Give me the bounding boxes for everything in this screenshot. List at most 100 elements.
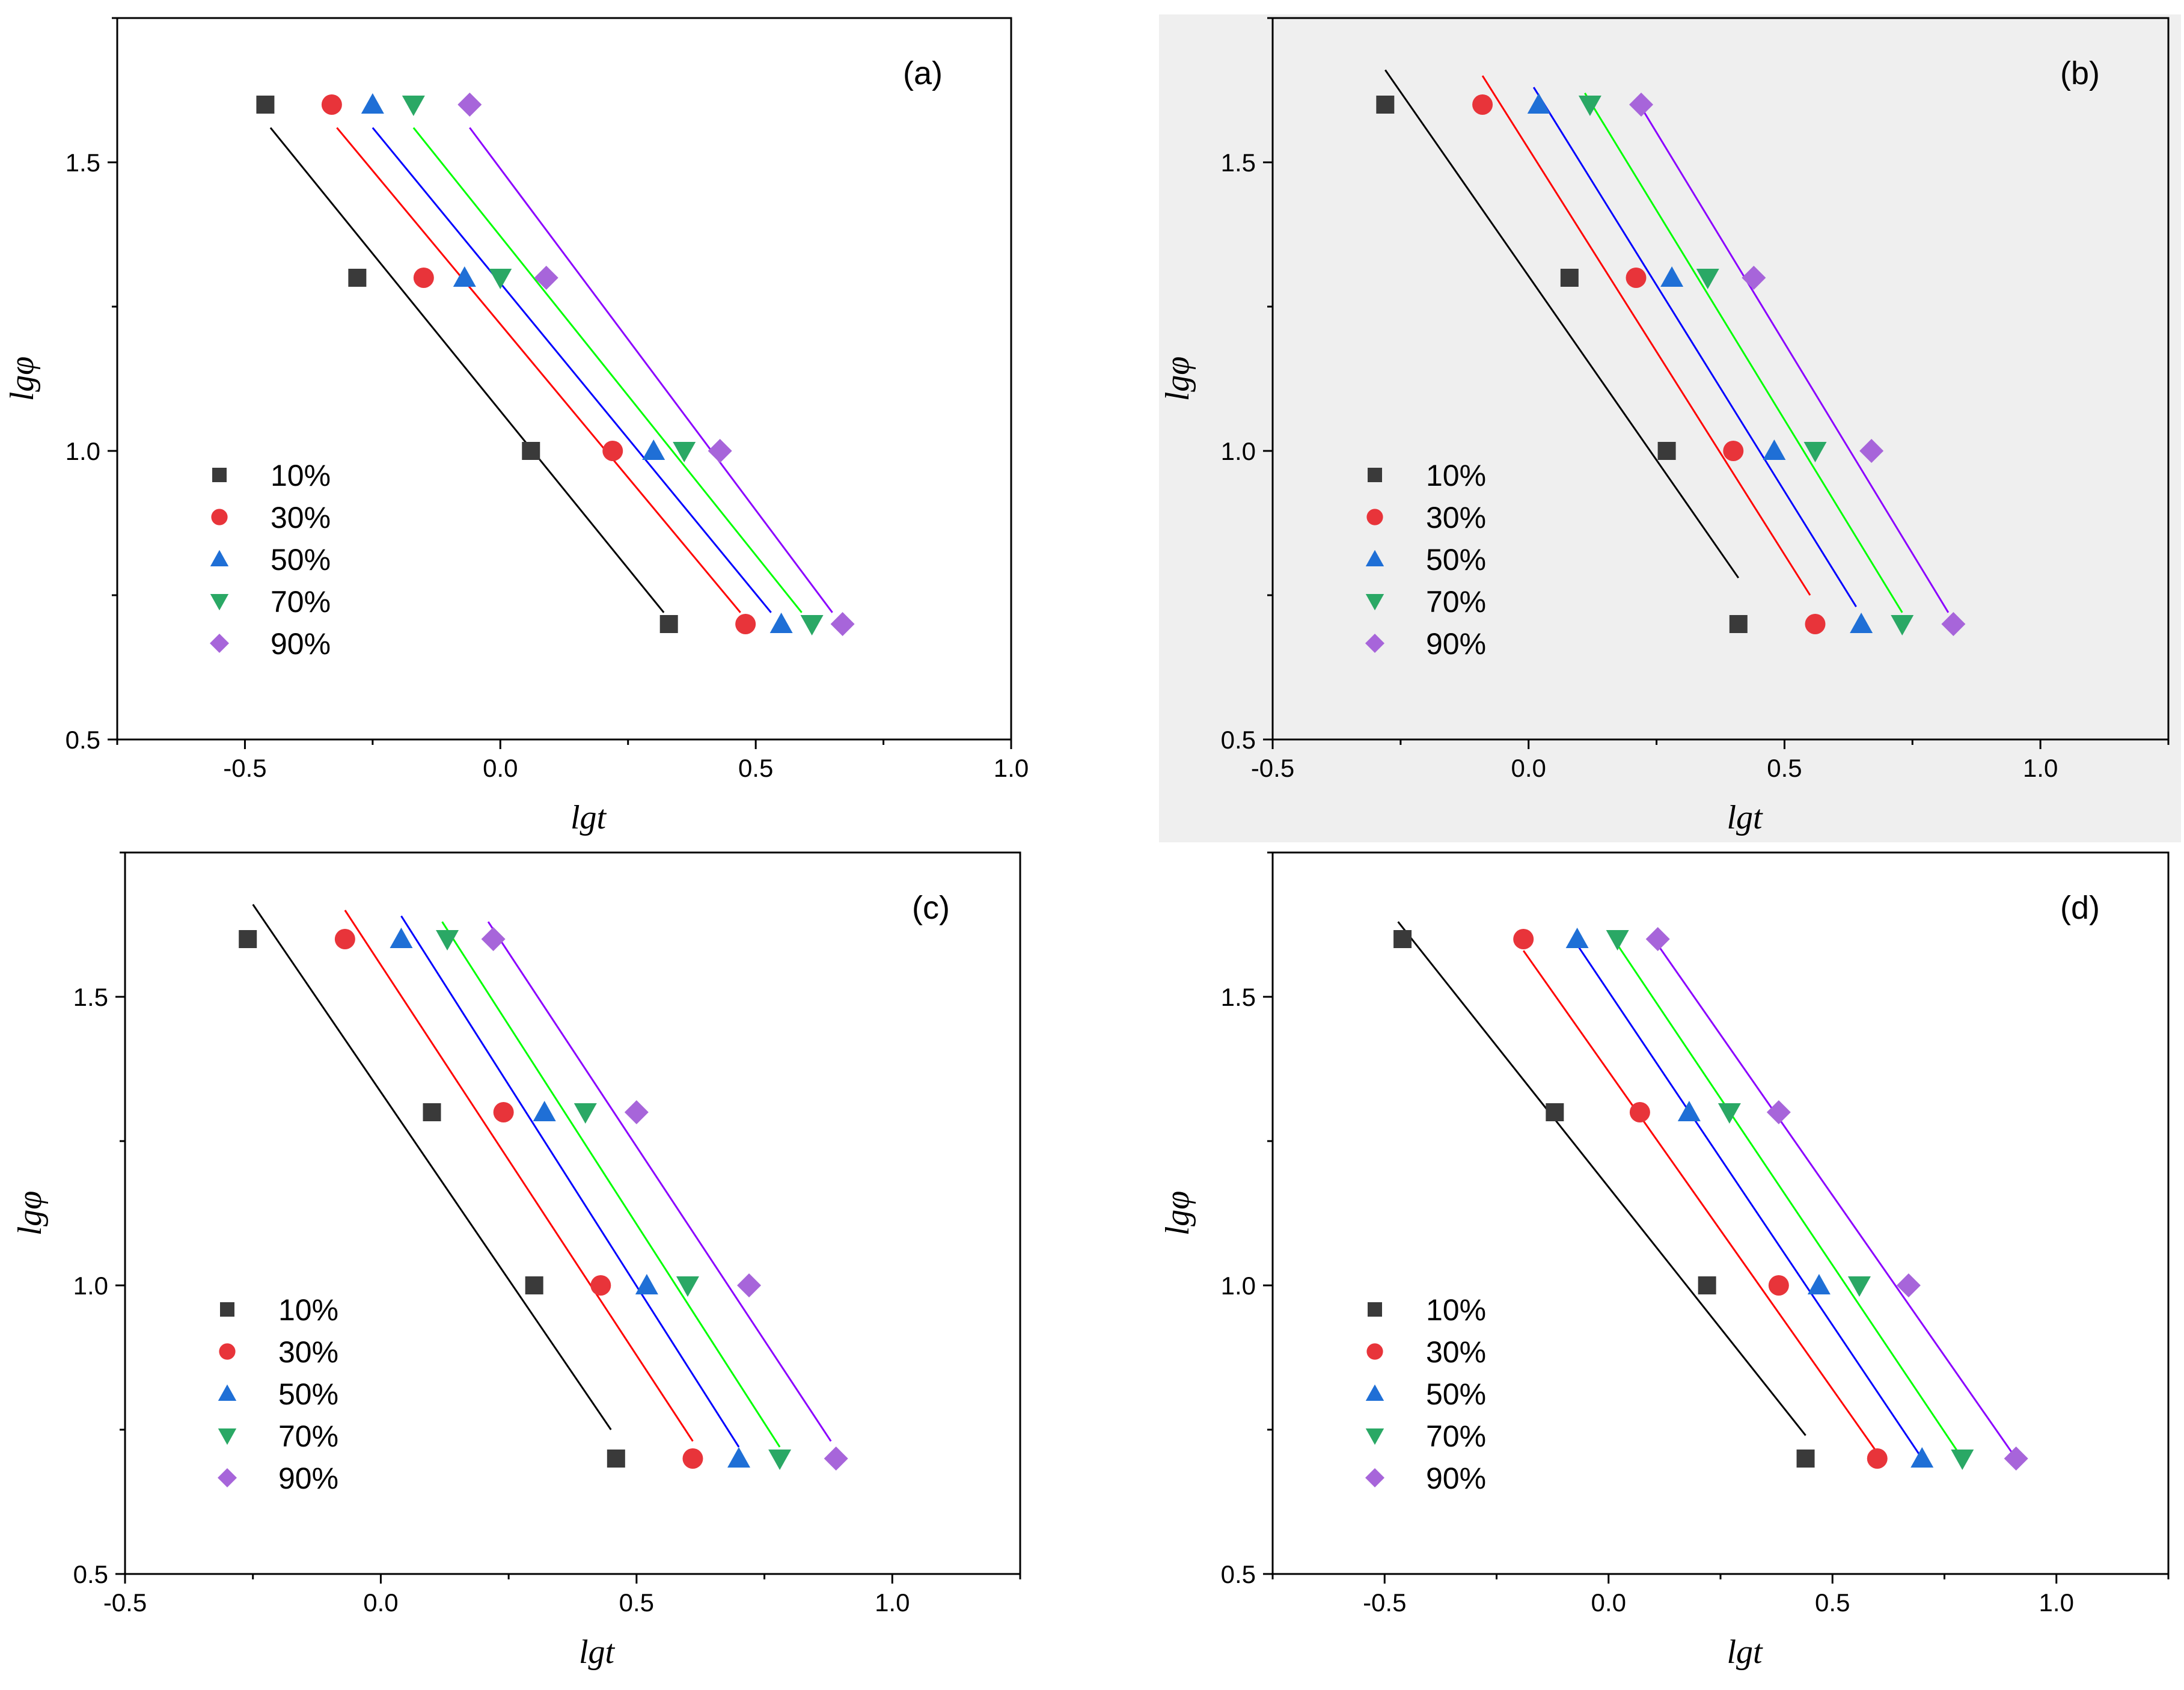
plot-frame xyxy=(116,17,1012,741)
point-30pct xyxy=(1472,94,1493,115)
point-90pct xyxy=(824,1447,848,1471)
legend-label: 50% xyxy=(278,1377,338,1411)
point-30pct xyxy=(1805,614,1826,634)
y-tick-label: 0.5 xyxy=(73,1560,108,1588)
fit-line-90pct xyxy=(1635,98,1950,613)
point-30pct xyxy=(1629,1102,1650,1122)
point-90pct xyxy=(457,93,482,117)
plot-frame xyxy=(1271,17,2170,741)
point-10pct xyxy=(423,1103,441,1121)
legend-marker xyxy=(211,509,228,525)
point-70pct xyxy=(1803,442,1827,462)
legend-label: 30% xyxy=(271,501,331,534)
y-tick-label: 1.0 xyxy=(1221,1272,1256,1300)
point-90pct xyxy=(534,266,558,290)
point-90pct xyxy=(481,927,506,951)
point-30pct xyxy=(334,929,355,949)
legend-label: 30% xyxy=(278,1335,338,1369)
point-90pct xyxy=(1742,266,1766,290)
point-10pct xyxy=(1560,269,1579,287)
legend-marker xyxy=(212,468,227,482)
fit-line-10pct xyxy=(269,127,665,613)
point-10pct xyxy=(607,1450,625,1468)
y-tick-label: 0.5 xyxy=(1221,726,1256,754)
legend-label: 70% xyxy=(271,585,331,619)
legend-label: 90% xyxy=(278,1462,338,1495)
point-30pct xyxy=(1626,268,1647,288)
legend-label: 10% xyxy=(271,459,331,492)
legend-marker xyxy=(218,1428,237,1445)
point-50pct xyxy=(642,439,665,460)
legend-marker xyxy=(219,1343,236,1360)
point-10pct xyxy=(1393,930,1412,948)
legend-label: 30% xyxy=(1426,1335,1486,1369)
x-tick-label: 0.0 xyxy=(363,1588,398,1617)
panel-c: -0.5 0.0 0.5 1.0 0.5 1.0 1.5 lgt lgφ (c) 10% 30% 50%… xyxy=(11,851,1021,1671)
legend-label: 50% xyxy=(1426,543,1486,577)
point-50pct xyxy=(1677,1101,1701,1121)
point-50pct xyxy=(769,613,793,633)
point-10pct xyxy=(1698,1276,1716,1294)
point-30pct xyxy=(682,1448,703,1469)
y-axis-label: lgφ xyxy=(11,1191,49,1236)
point-10pct xyxy=(659,615,678,633)
point-70pct xyxy=(436,930,459,951)
x-tick-label: 0.5 xyxy=(619,1588,654,1617)
panel-b: -0.5 0.0 0.5 1.0 0.5 1.0 1.5 lgt lgφ (b) 10% 30% 50%… xyxy=(1159,17,2170,836)
point-30pct xyxy=(1768,1275,1789,1296)
point-50pct xyxy=(1807,1274,1831,1294)
point-30pct xyxy=(1513,929,1534,949)
x-tick-label: 1.0 xyxy=(994,754,1029,782)
fit-line-70pct xyxy=(1617,944,1963,1459)
point-50pct xyxy=(1565,928,1589,948)
fit-line-50pct xyxy=(400,915,740,1448)
legend-label: 70% xyxy=(1426,585,1486,619)
point-30pct xyxy=(321,94,342,115)
legend-label: 70% xyxy=(278,1419,338,1453)
legend-marker xyxy=(1368,1302,1382,1317)
point-90pct xyxy=(708,439,732,463)
legend-label: 90% xyxy=(271,627,331,661)
legend-label: 90% xyxy=(1426,627,1486,661)
point-90pct xyxy=(1629,93,1654,117)
point-50pct xyxy=(727,1447,751,1468)
point-50pct xyxy=(533,1101,556,1121)
legend-marker xyxy=(218,1468,237,1487)
point-90pct xyxy=(737,1273,762,1297)
point-10pct xyxy=(1376,96,1395,114)
legend-marker xyxy=(220,1302,234,1317)
point-90pct xyxy=(1941,612,1966,636)
point-70pct xyxy=(489,269,512,289)
point-30pct xyxy=(413,268,434,288)
y-tick-label: 1.0 xyxy=(66,437,100,465)
legend-label: 90% xyxy=(1426,1462,1486,1495)
fit-line-50pct xyxy=(1576,944,1923,1459)
legend-label: 10% xyxy=(278,1293,338,1327)
point-70pct xyxy=(1891,615,1914,635)
fit-line-90pct xyxy=(487,921,832,1442)
legend-label: 50% xyxy=(1426,1377,1486,1411)
x-tick-label: -0.5 xyxy=(103,1588,147,1617)
x-tick-label: 0.0 xyxy=(1591,1588,1626,1617)
point-70pct xyxy=(574,1103,597,1124)
legend-marker xyxy=(218,1384,237,1401)
y-tick-label: 1.0 xyxy=(1221,437,1256,465)
point-90pct xyxy=(1896,1273,1921,1297)
y-tick-label: 1.5 xyxy=(1221,148,1256,177)
point-70pct xyxy=(768,1450,792,1470)
point-10pct xyxy=(522,442,540,460)
legend-marker xyxy=(1366,1343,1383,1360)
point-70pct xyxy=(1951,1450,1974,1470)
point-50pct xyxy=(1850,613,1873,633)
x-tick-label: 0.0 xyxy=(483,754,518,782)
x-axis-label: lgt xyxy=(579,1633,616,1671)
point-50pct xyxy=(361,93,384,114)
point-90pct xyxy=(624,1100,649,1124)
x-axis-label: lgt xyxy=(570,799,607,836)
point-90pct xyxy=(830,612,855,636)
fit-line-70pct xyxy=(412,127,803,613)
x-tick-label: -0.5 xyxy=(223,754,266,782)
legend-marker xyxy=(210,550,229,566)
y-tick-label: 1.5 xyxy=(73,983,108,1011)
legend-marker xyxy=(1365,594,1384,611)
